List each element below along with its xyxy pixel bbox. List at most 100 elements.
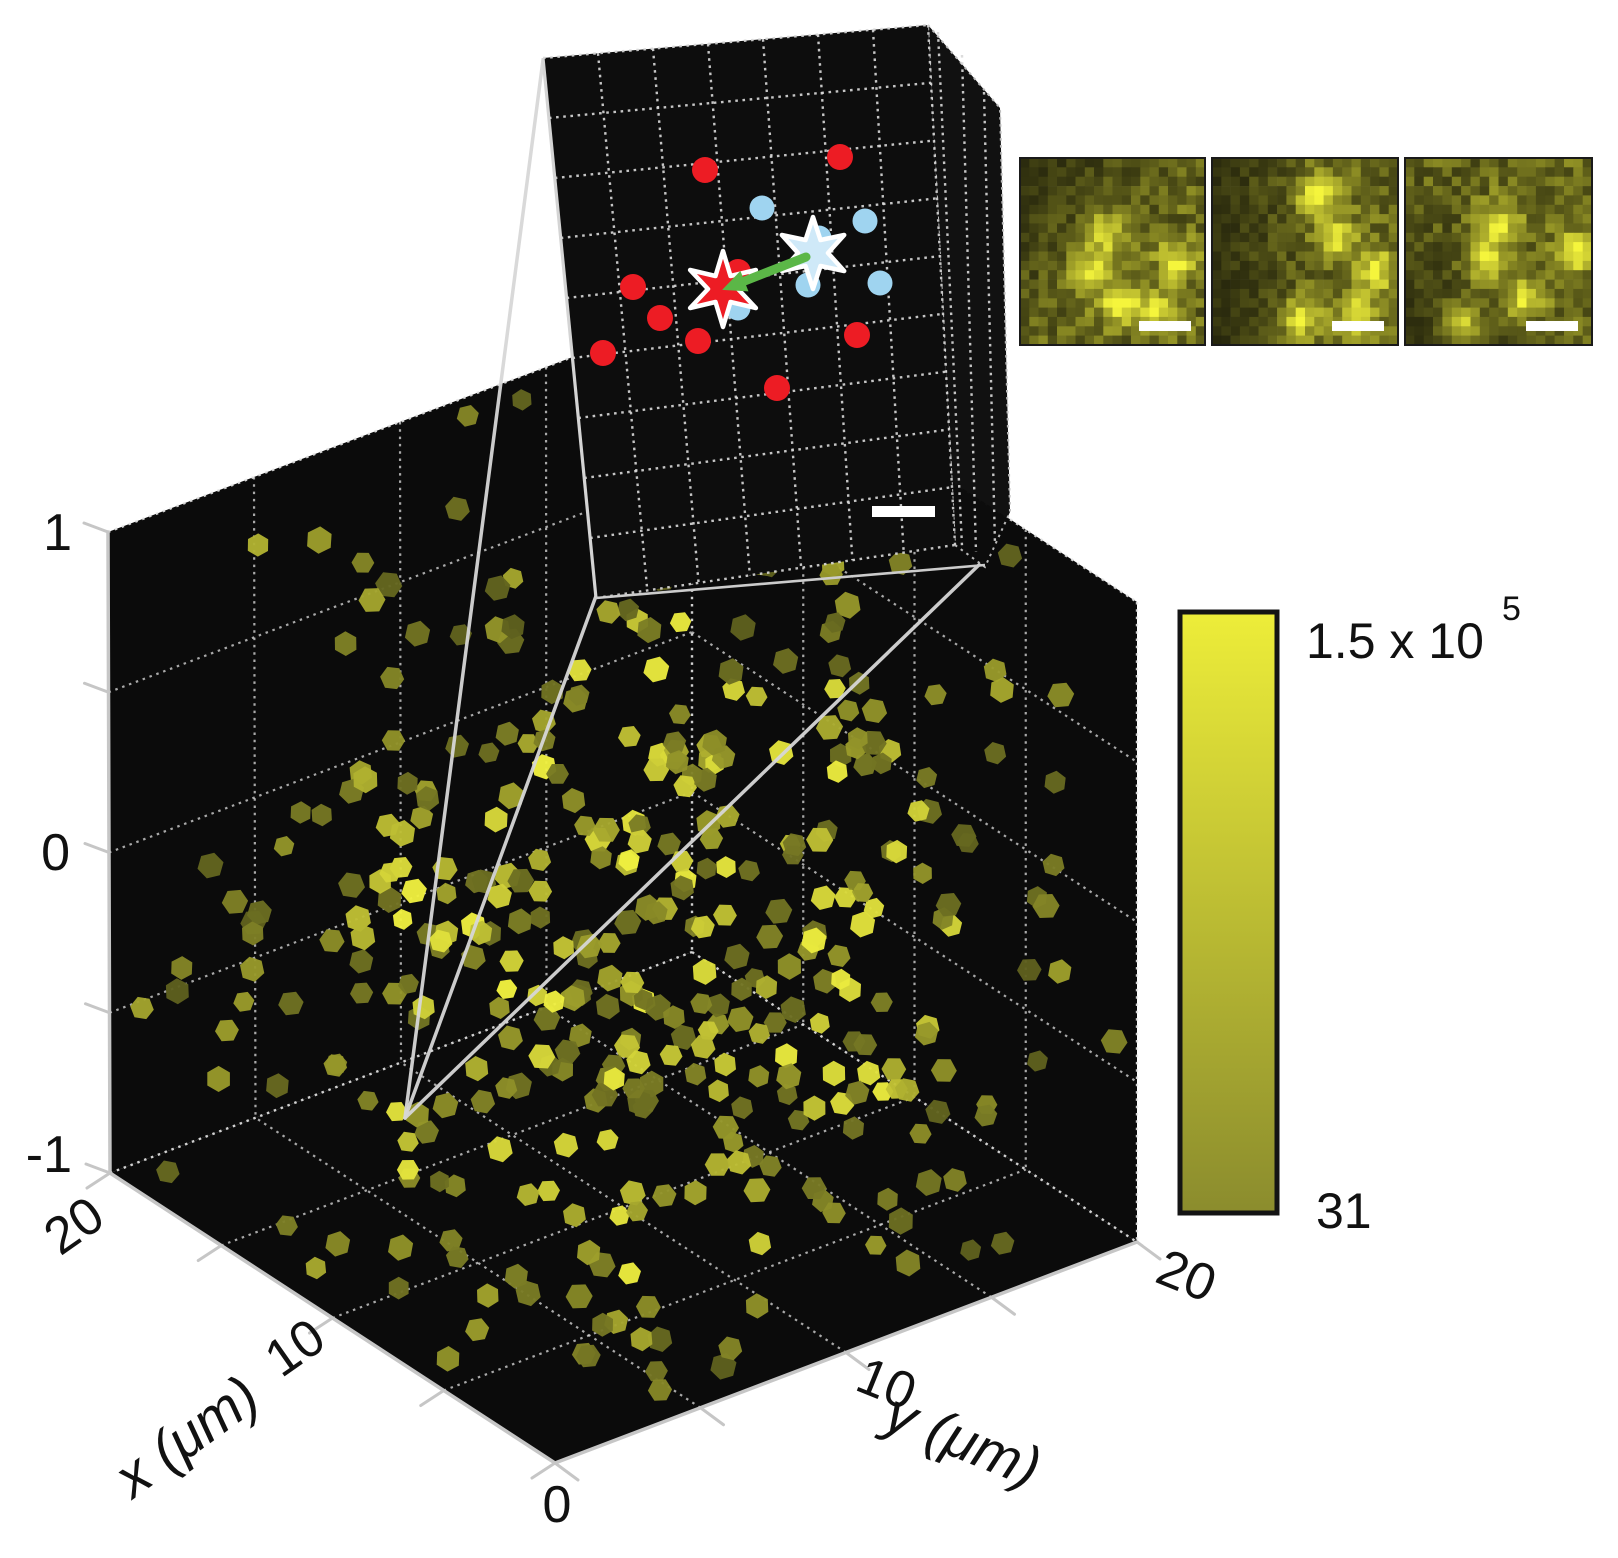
micrograph-pixel: [1094, 251, 1104, 262]
micrograph-pixel: [1149, 195, 1160, 206]
micrograph-pixel: [1405, 186, 1415, 196]
micrograph-pixel: [1507, 260, 1518, 271]
micrograph-pixel: [1451, 242, 1462, 252]
micrograph-pixel: [1498, 307, 1509, 318]
micrograph-pixel: [1489, 232, 1499, 243]
micrograph-pixel: [1177, 242, 1187, 252]
micrograph-pixel: [1370, 251, 1380, 262]
micrograph-pixel: [1029, 223, 1039, 234]
micrograph-pixel: [1121, 204, 1132, 215]
micrograph-pixel: [1230, 204, 1241, 215]
micrograph-pixel: [1295, 158, 1306, 168]
micrograph-pixel: [1295, 195, 1306, 206]
micrograph-pixel: [1249, 335, 1259, 346]
micrograph-pixel: [1526, 298, 1537, 308]
micrograph-pixel: [1286, 307, 1296, 318]
scatter-dot: [645, 1361, 668, 1382]
micrograph-pixel: [1461, 186, 1471, 196]
micrograph-pixel: [1020, 279, 1030, 290]
micrograph-pixel: [1323, 195, 1334, 206]
displacement-arrow: [738, 252, 811, 287]
micrograph-pixel: [1212, 214, 1222, 224]
micrograph-pixel: [1131, 279, 1141, 290]
micrograph-pixel: [1066, 298, 1076, 308]
micrograph-pixel: [1277, 307, 1287, 318]
micrograph-pixel: [1038, 260, 1049, 271]
micrograph-pixel: [1249, 270, 1259, 280]
scatter-dot: [863, 897, 885, 919]
micrograph-pixel: [1479, 288, 1490, 299]
micrograph-pixel: [1249, 195, 1259, 206]
micrograph-pixel: [1423, 260, 1434, 271]
scatter-dot: [567, 659, 592, 682]
scatter-dot: [809, 1012, 830, 1034]
micrograph-pixel: [1564, 270, 1574, 280]
micrograph-pixel: [1168, 288, 1178, 299]
micrograph-pixel: [1405, 232, 1415, 243]
micrograph-pixel: [1075, 298, 1086, 308]
micrograph-pixel: [1066, 242, 1076, 252]
micrograph-pixel: [1094, 214, 1104, 224]
scatter-dot: [477, 1283, 499, 1308]
micrograph-pixel: [1186, 204, 1197, 215]
micrograph-pixel: [1573, 326, 1583, 336]
micrograph-pixel: [1388, 260, 1399, 271]
micrograph-pixel: [1461, 298, 1471, 308]
micrograph-pixel: [1423, 195, 1434, 206]
micrograph-pixel: [1442, 326, 1453, 336]
micrograph-pixel: [1140, 298, 1150, 308]
micrograph-pixel: [1442, 195, 1453, 206]
micrograph-pixel: [1020, 232, 1030, 243]
micrograph-pixel: [1267, 195, 1278, 206]
micrograph-pixel: [1103, 335, 1113, 346]
micrograph-pixel: [1461, 167, 1471, 177]
micrograph-pixel: [1103, 298, 1113, 308]
micrograph-pixel: [1094, 204, 1104, 215]
micrograph-pixel: [1351, 195, 1362, 206]
scatter-dot: [704, 1153, 731, 1176]
micrograph-pixel: [1526, 326, 1537, 336]
micrograph-pixel: [1507, 316, 1518, 327]
micrograph-pixel: [1479, 335, 1490, 346]
micrograph-pixel: [1103, 270, 1113, 280]
micrograph-pixel: [1066, 251, 1076, 262]
scatter-dot: [496, 979, 518, 999]
scatter-dot: [669, 704, 691, 725]
micrograph-pixel: [1038, 167, 1049, 177]
micrograph-pixel: [1221, 195, 1231, 206]
micrograph-pixel: [1277, 298, 1287, 308]
inset-red-dot: [692, 157, 718, 183]
micrograph-pixel: [1332, 288, 1343, 299]
micrograph-pixel: [1047, 158, 1058, 168]
micrograph-pixel: [1451, 307, 1462, 318]
micrograph-pixel: [1470, 251, 1481, 262]
micrograph-pixel: [1517, 260, 1527, 271]
micrograph-pixel: [1442, 204, 1453, 215]
micrograph-pixel: [1451, 270, 1462, 280]
micrograph-pixel: [1212, 186, 1222, 196]
micrograph-pixel: [1423, 214, 1434, 224]
micrograph-pixel: [1094, 260, 1104, 271]
micrograph-pixel: [1507, 186, 1518, 196]
micrograph-pixel: [1517, 335, 1527, 346]
scatter-dot: [708, 1079, 729, 1103]
scatter-dot: [888, 551, 913, 575]
micrograph-pixel: [1112, 167, 1123, 177]
micrograph-pixel: [1195, 186, 1206, 196]
micrograph-pixel: [1470, 176, 1481, 187]
scatter-dot: [652, 1184, 677, 1207]
micrograph-pixel: [1057, 204, 1067, 215]
micrograph-pixel: [1314, 167, 1324, 177]
scatter-dot: [532, 709, 556, 733]
micrograph-pixel: [1057, 307, 1067, 318]
micrograph-pixel: [1239, 326, 1250, 336]
micrograph-panel: [1211, 157, 1399, 346]
micrograph-pixel: [1047, 167, 1058, 177]
micrograph-pixel: [1112, 260, 1123, 271]
micrograph-pixel: [1305, 316, 1315, 327]
micrograph-pixel: [1479, 167, 1490, 177]
micrograph-pixel: [1535, 204, 1546, 215]
scatter-dot: [782, 833, 807, 857]
micrograph-pixel: [1414, 260, 1424, 271]
